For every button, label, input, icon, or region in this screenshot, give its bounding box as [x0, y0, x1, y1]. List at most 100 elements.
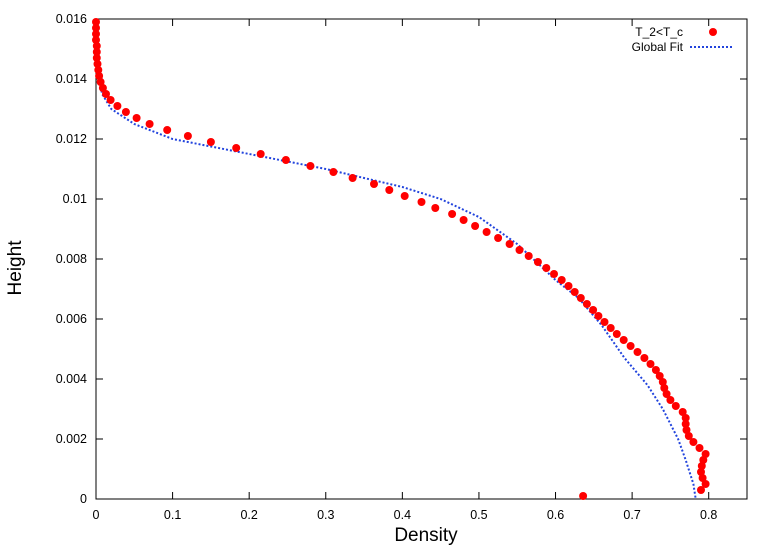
data-point	[505, 240, 514, 248]
data-point	[633, 348, 642, 356]
x-tick-label: 0.6	[547, 508, 564, 522]
data-point	[482, 228, 491, 236]
data-point	[655, 372, 664, 380]
data-point	[550, 270, 558, 278]
data-point	[640, 354, 649, 362]
data-point	[132, 114, 141, 122]
data-point	[92, 48, 101, 56]
x-tick-label: 0.3	[317, 508, 334, 522]
data-point	[658, 378, 667, 386]
points-layer	[92, 18, 710, 500]
data-point	[121, 108, 130, 116]
data-point	[651, 366, 660, 374]
data-point	[701, 480, 710, 488]
data-point	[557, 276, 566, 284]
data-point	[619, 336, 628, 344]
data-point	[163, 126, 172, 134]
data-point	[145, 120, 154, 128]
data-point	[281, 156, 290, 164]
data-point	[697, 468, 705, 476]
data-point	[306, 162, 315, 170]
fit-layer	[95, 19, 697, 500]
data-point	[431, 204, 440, 212]
data-point	[626, 342, 635, 350]
data-point	[94, 66, 103, 74]
data-point	[92, 24, 100, 32]
data-point	[698, 474, 707, 482]
data-point	[697, 462, 706, 470]
data-point	[96, 78, 105, 86]
data-point	[701, 450, 710, 458]
data-point	[106, 96, 115, 104]
x-tick-label: 0	[93, 508, 100, 522]
data-point	[348, 174, 357, 182]
data-point	[600, 318, 609, 326]
data-point	[92, 54, 101, 62]
y-tick-label: 0	[80, 492, 87, 506]
legend-marker-0	[709, 28, 717, 36]
data-point	[697, 486, 705, 494]
data-point	[646, 360, 655, 368]
data-point	[589, 306, 598, 314]
data-point	[582, 300, 591, 308]
data-point	[681, 414, 690, 422]
data-point	[92, 36, 100, 44]
data-point	[695, 444, 704, 452]
y-tick-label: 0.014	[56, 72, 87, 86]
x-tick-label: 0.1	[164, 508, 181, 522]
legend-label-1: Global Fit	[632, 40, 684, 54]
data-point	[102, 90, 110, 98]
data-point	[471, 222, 480, 230]
data-point	[183, 132, 192, 140]
data-point	[570, 288, 579, 296]
data-point	[385, 186, 394, 194]
data-point	[93, 60, 102, 68]
data-point	[98, 84, 107, 92]
data-point	[494, 234, 503, 242]
data-point	[660, 384, 669, 392]
data-point	[564, 282, 573, 290]
data-point	[542, 264, 551, 272]
data-point	[113, 102, 122, 110]
data-point	[524, 252, 533, 260]
y-tick-label: 0.006	[56, 312, 87, 326]
x-axis-ticks: 0 0.1 0.2 0.3 0.4 0.5 0.6 0.7 0.8	[93, 19, 717, 522]
y-tick-label: 0.012	[56, 132, 87, 146]
x-tick-label: 0.7	[623, 508, 640, 522]
data-point	[612, 330, 621, 338]
data-point	[92, 42, 101, 50]
x-tick-label: 0.4	[394, 508, 411, 522]
data-point	[370, 180, 378, 188]
data-point	[579, 492, 588, 500]
plot-frame	[95, 18, 748, 500]
data-point	[594, 312, 603, 320]
data-point	[329, 168, 338, 176]
data-point	[417, 198, 426, 206]
data-point	[684, 432, 693, 440]
data-point	[576, 294, 585, 302]
y-axis-title: Height	[5, 240, 26, 296]
y-tick-label: 0.016	[56, 12, 87, 26]
data-point	[232, 144, 241, 152]
data-point	[678, 408, 687, 416]
data-point	[448, 210, 457, 218]
legend-label-0: T_2<T_c	[635, 25, 683, 39]
data-point	[533, 258, 542, 266]
data-point	[689, 438, 698, 446]
data-point	[400, 192, 409, 200]
data-point	[92, 30, 100, 38]
data-point	[666, 396, 675, 404]
data-point	[671, 402, 680, 410]
data-point	[515, 246, 524, 254]
data-point	[95, 72, 104, 80]
y-tick-label: 0.008	[56, 252, 87, 266]
y-tick-label: 0.004	[56, 372, 87, 386]
x-axis-title: Density	[394, 525, 458, 545]
y-tick-label: 0.002	[56, 432, 87, 446]
x-tick-label: 0.5	[470, 508, 487, 522]
y-tick-label: 0.01	[63, 192, 87, 206]
x-tick-label: 0.8	[700, 508, 717, 522]
legend: T_2<T_c Global Fit	[632, 25, 732, 54]
y-axis-ticks: 0 0.002 0.004 0.006 0.008 0.01 0.012 0.014 0.016	[56, 12, 747, 506]
